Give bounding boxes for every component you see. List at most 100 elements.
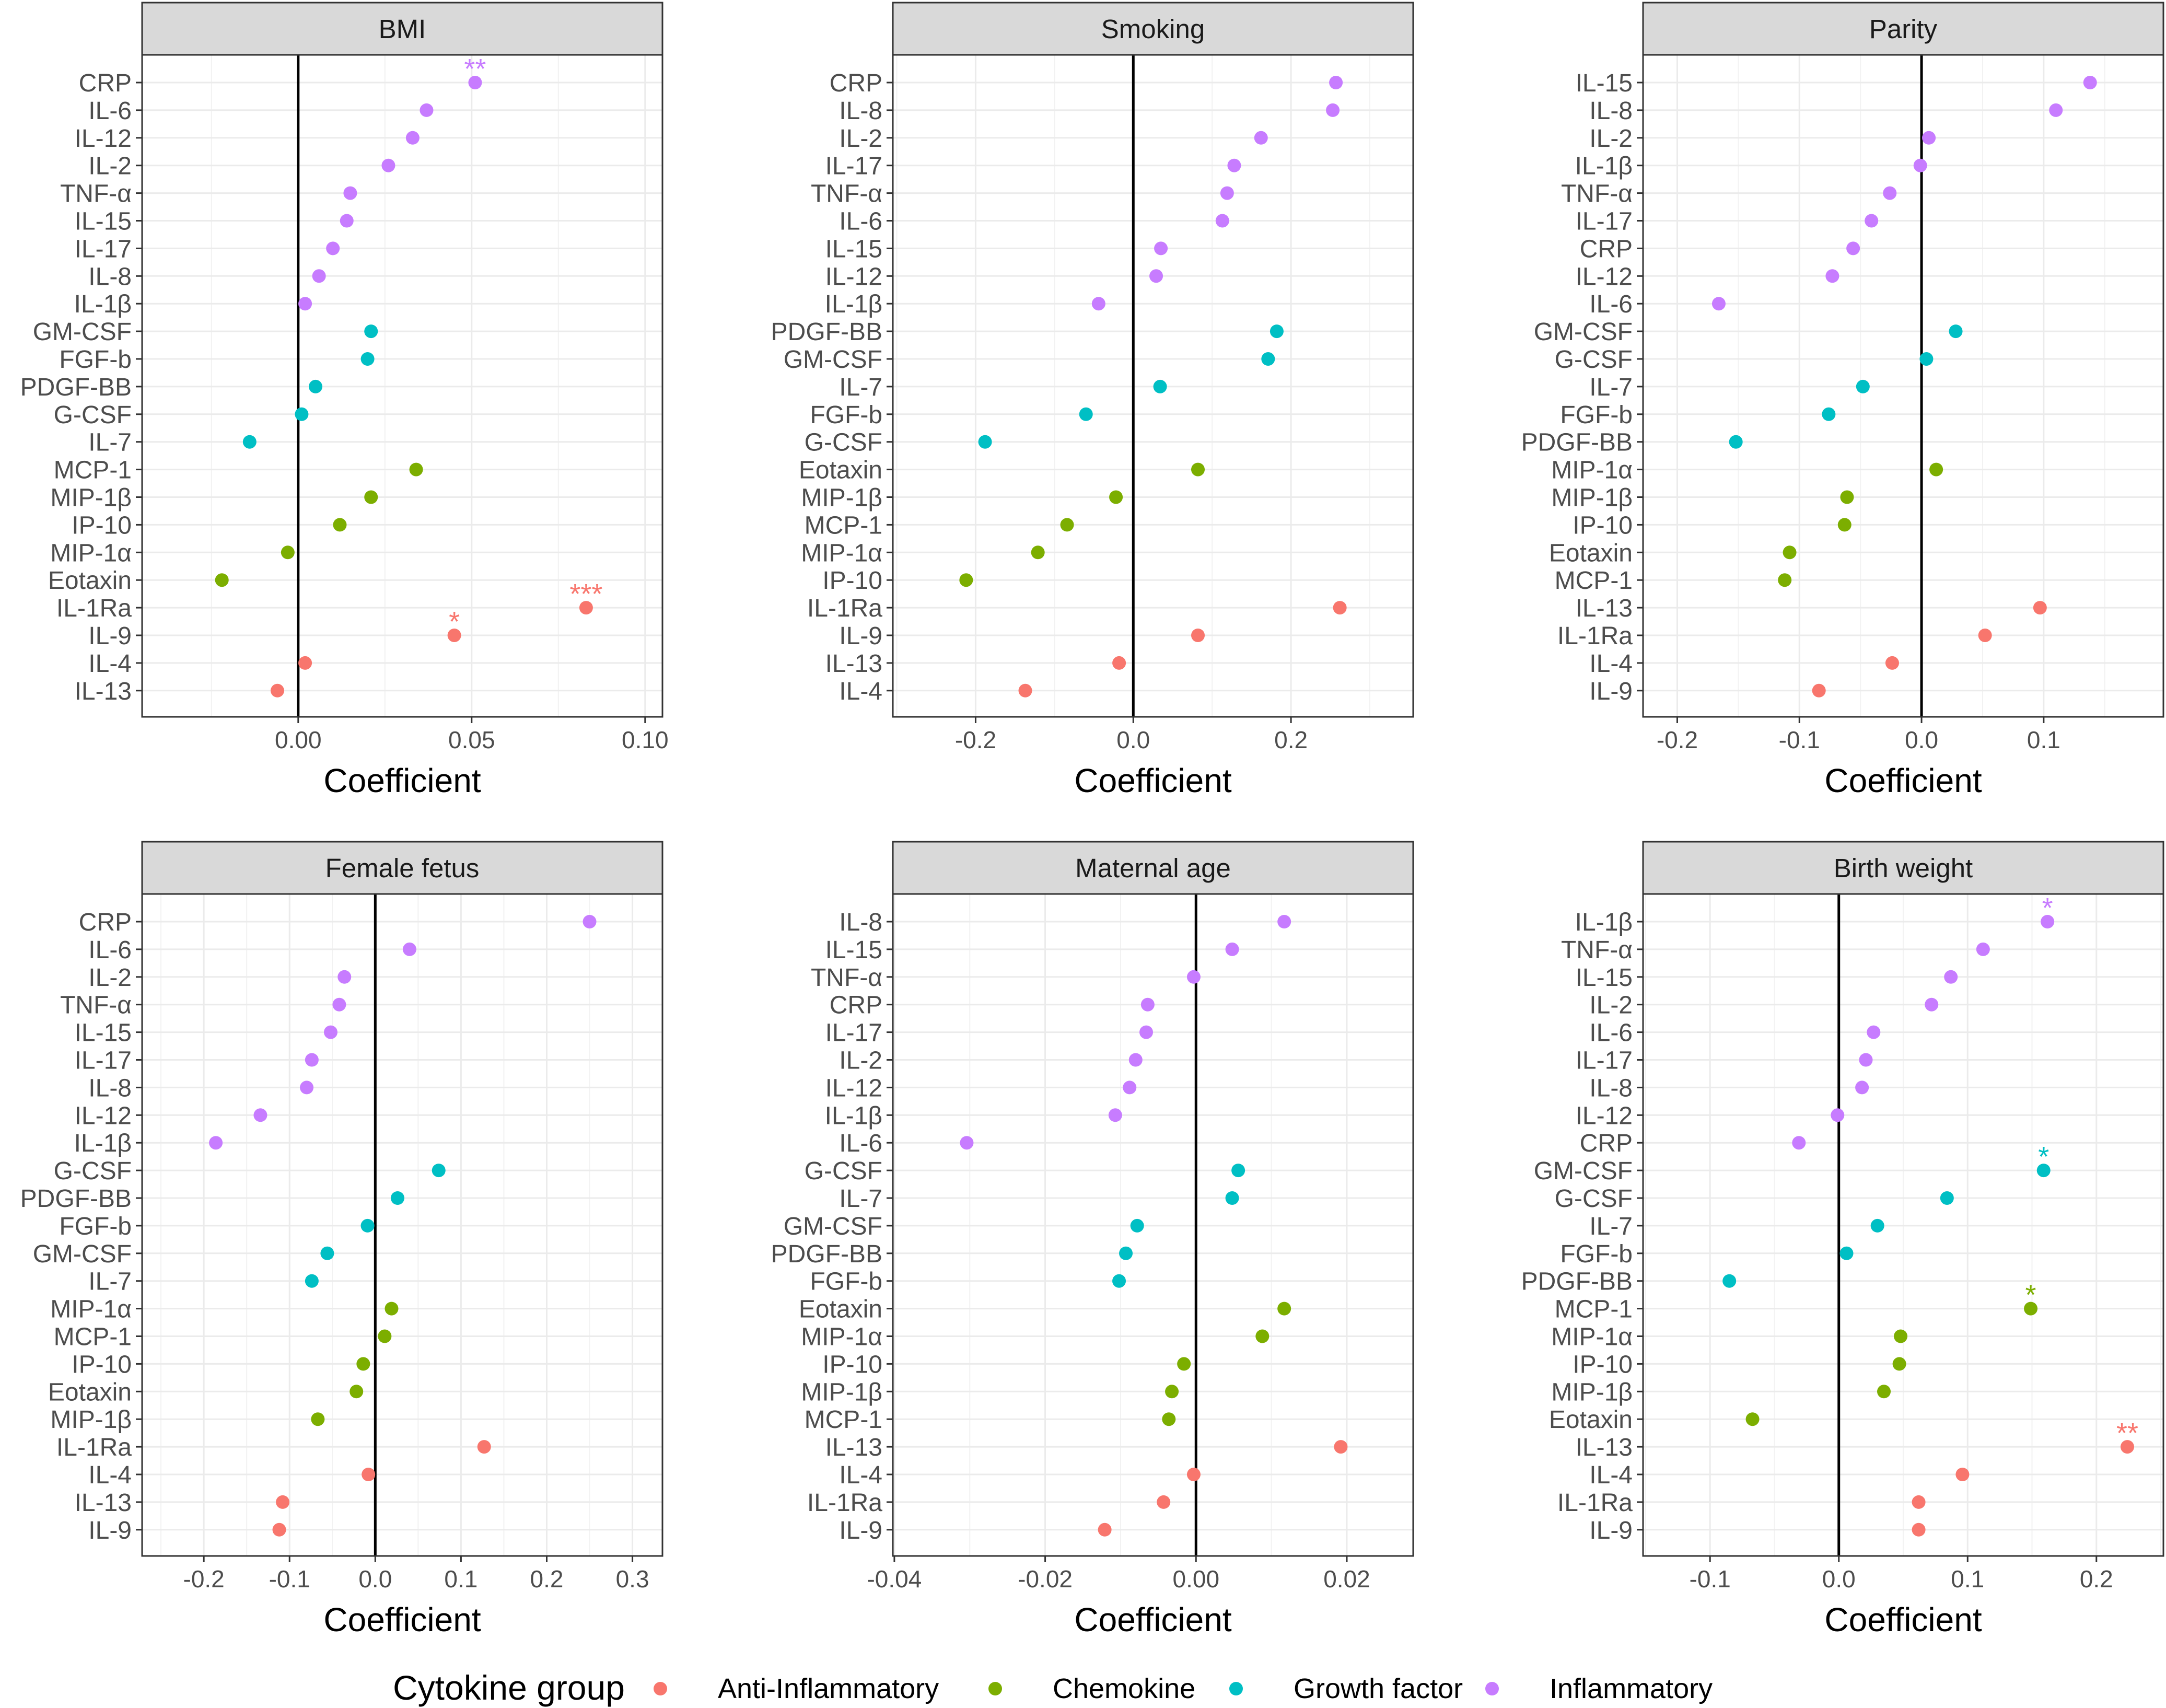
data-point: [381, 158, 395, 172]
data-point: [1112, 656, 1126, 670]
data-point: [1929, 462, 1943, 477]
x-tick-label: 0.0: [358, 1565, 392, 1593]
category-label: IP-10: [1573, 512, 1633, 539]
data-point: [1867, 1025, 1881, 1039]
data-point: [309, 379, 322, 393]
legend-item: Anti-Inflammatory: [654, 1673, 939, 1704]
data-point: [1130, 1218, 1144, 1233]
data-point: [432, 1164, 446, 1178]
category-label: IL-1Ra: [56, 1434, 132, 1461]
category-label: TNF-α: [1561, 180, 1633, 208]
category-label: CRP: [79, 69, 132, 97]
x-tick-label: 0.0: [1905, 726, 1938, 753]
data-point: [2041, 915, 2055, 928]
category-label: TNF-α: [811, 180, 882, 208]
data-point: [1840, 490, 1854, 504]
data-point: [270, 683, 284, 698]
data-point: [272, 1523, 286, 1537]
x-tick-label: 0.10: [622, 726, 669, 753]
legend-item: Inflammatory: [1485, 1673, 1713, 1704]
data-point: [332, 997, 346, 1012]
category-label: IP-10: [822, 1351, 882, 1378]
data-point: [320, 1246, 334, 1260]
category-label: IL-13: [1576, 1434, 1633, 1461]
panel-border: [141, 54, 663, 718]
category-label: IL-17: [1576, 208, 1633, 236]
category-label: IL-9: [1589, 1517, 1633, 1544]
category-label: PDGF-BB: [771, 1240, 882, 1268]
category-label: IL-15: [1576, 964, 1633, 992]
data-point: [2036, 1164, 2051, 1178]
category-label: IL-2: [839, 1047, 882, 1075]
x-tick-label: 0.1: [2027, 726, 2060, 753]
category-label: IL-6: [88, 97, 132, 125]
data-point: [1925, 997, 1939, 1012]
data-point: [1277, 1302, 1291, 1316]
category-label: TNF-α: [60, 992, 132, 1019]
category-label: PDGF-BB: [20, 1185, 132, 1213]
category-label: MCP-1: [1555, 567, 1633, 595]
panel-border: [892, 54, 1414, 718]
category-label: IL-8: [839, 97, 882, 125]
category-label: IL-12: [825, 1074, 882, 1102]
data-point: [1837, 518, 1851, 532]
data-point: [1955, 1468, 1970, 1481]
data-point: [960, 1136, 974, 1150]
category-label: IL-7: [1589, 1213, 1633, 1240]
data-point: [1778, 573, 1792, 587]
data-point: [1722, 1274, 1737, 1288]
category-label: MIP-1β: [1551, 1378, 1633, 1406]
data-point: [1825, 269, 1839, 283]
category-label: IL-15: [825, 235, 882, 263]
category-label: Eotaxin: [799, 457, 882, 484]
data-point: [350, 1385, 364, 1399]
data-point: [1919, 352, 1934, 366]
category-label: MIP-1α: [50, 539, 132, 567]
category-label: IL-13: [75, 1489, 132, 1517]
category-label: IL-9: [1589, 678, 1633, 705]
x-tick-label: -0.2: [1657, 726, 1698, 753]
facet-title: BMI: [379, 14, 426, 44]
category-label: IL-6: [839, 208, 882, 236]
data-point: [1128, 1053, 1143, 1067]
data-point: [1098, 1523, 1112, 1537]
category-label: MIP-1β: [50, 484, 132, 512]
category-label: IL-4: [88, 650, 132, 678]
data-point: [447, 629, 461, 642]
x-axis-title: Coefficient: [1824, 762, 1982, 799]
category-label: IL-13: [825, 1434, 882, 1461]
x-tick-label: 0.00: [1173, 1565, 1220, 1593]
data-point: [1139, 1025, 1154, 1039]
data-point: [276, 1495, 290, 1509]
category-label: CRP: [830, 69, 882, 97]
data-point: [1326, 103, 1340, 117]
category-label: MIP-1α: [1551, 457, 1633, 484]
data-point: [1329, 76, 1343, 89]
data-point: [1912, 1523, 1926, 1537]
legend-key: [1485, 1682, 1499, 1695]
data-point: [1883, 186, 1897, 200]
x-tick-label: 0.3: [616, 1565, 649, 1593]
category-label: IL-9: [88, 1517, 132, 1544]
category-label: CRP: [1580, 235, 1633, 263]
panel-parity: ParityIL-15IL-8IL-2IL-1βTNF-αIL-17CRPIL-…: [1521, 2, 2164, 799]
data-point: [360, 1218, 375, 1233]
legend-key: [988, 1682, 1002, 1695]
data-point: [959, 573, 973, 587]
category-label: MIP-1β: [1551, 484, 1633, 512]
category-label: IL-2: [1589, 992, 1633, 1019]
category-label: IL-8: [88, 263, 132, 291]
category-label: IL-17: [75, 1047, 132, 1075]
legend-title: Cytokine group: [393, 1668, 625, 1707]
category-label: FGF-b: [810, 401, 882, 429]
facet-title: Female fetus: [325, 853, 480, 883]
category-label: MIP-1β: [801, 1378, 882, 1406]
category-label: IL-15: [75, 208, 132, 236]
legend-label: Growth factor: [1294, 1673, 1463, 1704]
category-label: IL-17: [1576, 1047, 1633, 1075]
data-point: [1711, 297, 1726, 311]
data-point: [253, 1108, 267, 1122]
category-label: MIP-1α: [801, 1323, 882, 1351]
